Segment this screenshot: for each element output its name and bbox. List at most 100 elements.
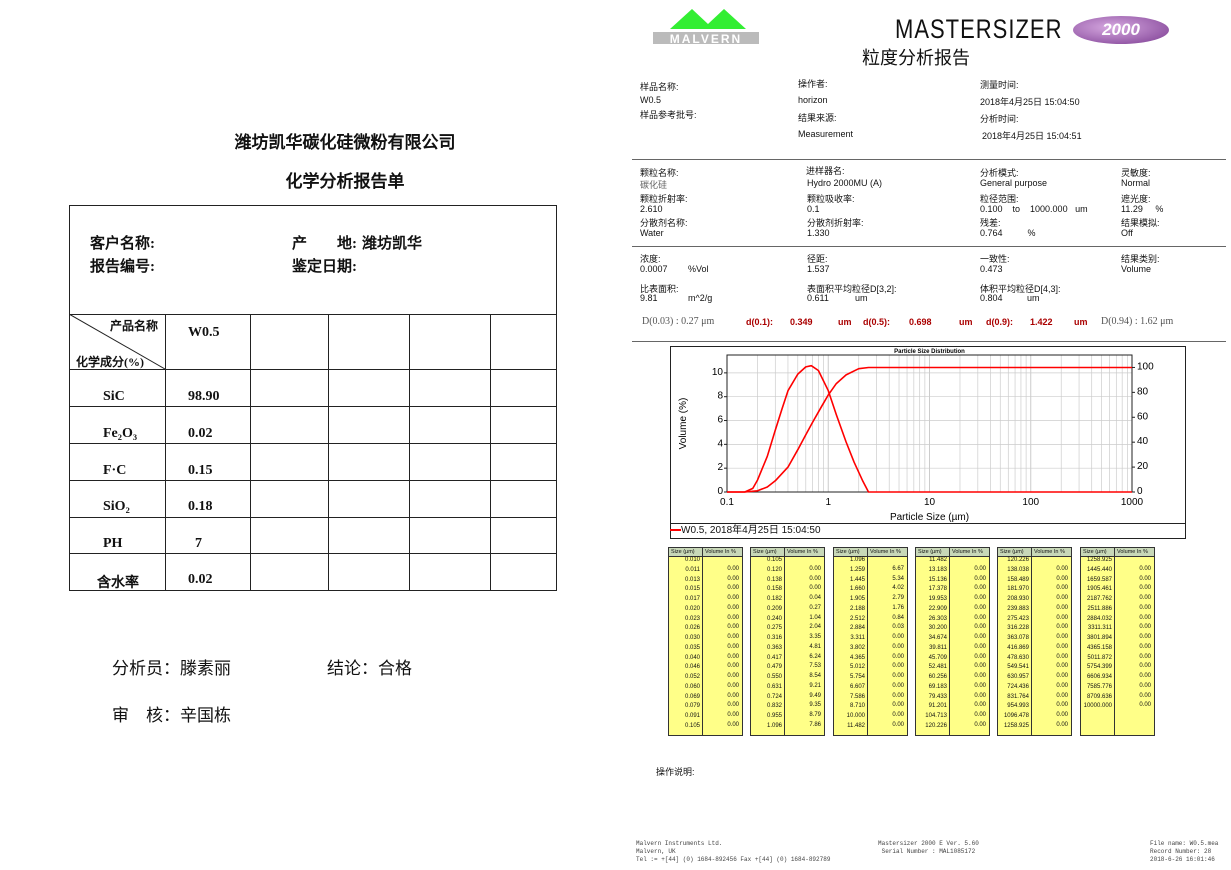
volume-cell: 8.79 bbox=[809, 712, 821, 719]
volume-cell: 5.34 bbox=[892, 575, 904, 582]
size-cell: 1445.440 bbox=[1086, 566, 1112, 573]
size-cell: 0.240 bbox=[766, 615, 782, 622]
measure-time-label: 测量时间: bbox=[980, 80, 1019, 90]
footer-right-line: Record Number: 28 bbox=[1150, 848, 1212, 855]
size-cell: 0.079 bbox=[684, 703, 700, 710]
size-cell: 0.105 bbox=[684, 722, 700, 729]
volume-cell: 0.00 bbox=[727, 682, 739, 689]
size-cell: 5754.399 bbox=[1086, 664, 1112, 671]
range: 0.100 to 1000.000 um bbox=[980, 204, 1088, 214]
residual: 0.764 % bbox=[980, 228, 1036, 238]
volume-cell: 0.00 bbox=[892, 673, 904, 680]
size-cell: 181.970 bbox=[1007, 586, 1029, 593]
result-units: Volume bbox=[1121, 264, 1152, 274]
row-name-fe2o3: Fe₂O₃ bbox=[103, 426, 138, 441]
size-header: Size (µm) bbox=[1000, 549, 1024, 555]
chart-legend: W0.5, 2018年4月25日 15:04:50 bbox=[670, 524, 870, 538]
size-cell: 416.869 bbox=[1007, 644, 1029, 651]
volume-header: Volume In % bbox=[705, 549, 736, 555]
volume-header: Volume In % bbox=[870, 549, 901, 555]
size-cell: 11.482 bbox=[929, 557, 947, 563]
footer-left-line: Malvern Instruments Ltd. bbox=[636, 840, 723, 847]
volume-cell: 0.00 bbox=[1139, 565, 1151, 572]
d43-unit: um bbox=[1027, 293, 1040, 303]
volume-cell: 0.00 bbox=[974, 575, 986, 582]
volume-cell: 0.00 bbox=[974, 565, 986, 572]
volume-cell: 0.00 bbox=[1056, 682, 1068, 689]
size-table: Size (µm) Volume In % 1258.925 1445.440 1659… bbox=[1080, 547, 1155, 736]
volume-cell: 0.00 bbox=[974, 614, 986, 621]
size-table: Size (µm) Volume In % 0.010 0.011 0.013 0.015… bbox=[668, 547, 743, 736]
volume-cell: 0.00 bbox=[892, 643, 904, 650]
size-cell: 69.183 bbox=[928, 683, 947, 690]
size-cell: 1.905 bbox=[849, 596, 865, 602]
size-cell: 3801.894 bbox=[1086, 635, 1112, 641]
volume-header: Volume In % bbox=[787, 549, 818, 555]
mastersizer-brand: MASTERSIZER bbox=[895, 14, 1063, 44]
volume-cell: 3.35 bbox=[809, 634, 821, 641]
mode: General purpose bbox=[980, 178, 1048, 188]
x-tick-label: 10 bbox=[924, 497, 936, 508]
size-cell: 3.311 bbox=[850, 635, 865, 641]
volume-cell: 0.00 bbox=[1139, 595, 1151, 602]
size-cell: 45.709 bbox=[928, 654, 947, 661]
concentration: 0.0007 bbox=[640, 264, 668, 274]
size-cell: 138.038 bbox=[1007, 566, 1029, 573]
volume-cell: 0.00 bbox=[892, 653, 904, 660]
row-value-fc: 0.15 bbox=[188, 463, 213, 478]
volume-cell: 0.00 bbox=[1139, 575, 1151, 582]
volume-cell: 0.00 bbox=[727, 702, 739, 709]
svg-text:MALVERN: MALVERN bbox=[670, 32, 742, 44]
y-tick-label: 6 bbox=[717, 415, 723, 426]
size-cell: 0.417 bbox=[766, 654, 782, 661]
dispersant: Water bbox=[640, 228, 664, 238]
size-cell: 19.953 bbox=[928, 596, 947, 602]
volume-cell: 0.00 bbox=[974, 653, 986, 660]
size-cell: 7585.776 bbox=[1086, 683, 1112, 690]
date-label: 鉴定日期: bbox=[292, 259, 357, 275]
x-tick-label: 1000 bbox=[1121, 497, 1144, 508]
size-cell: 0.030 bbox=[684, 635, 700, 641]
absorption: 0.1 bbox=[807, 204, 820, 214]
volume-cell: 0.00 bbox=[892, 702, 904, 709]
size-cell: 3311.311 bbox=[1087, 625, 1112, 632]
volume-cell: 0.00 bbox=[1139, 634, 1151, 641]
y-tick-label: 2 bbox=[717, 462, 723, 473]
dispersant-ri-label: 分散剂折射率: bbox=[807, 218, 864, 228]
row-name-sic: SiC bbox=[103, 389, 125, 404]
volume-header: Volume In % bbox=[952, 549, 983, 555]
size-cell: 91.201 bbox=[928, 703, 947, 710]
size-cell: 724.436 bbox=[1007, 683, 1029, 690]
source: Measurement bbox=[798, 129, 854, 139]
size-header: Size (µm) bbox=[671, 549, 695, 555]
range-label: 粒径范围: bbox=[980, 194, 1019, 204]
volume-cell: 0.00 bbox=[974, 585, 986, 592]
sample-name: W0.5 bbox=[640, 95, 662, 105]
footer-file: File name: W0.5.mea Record Number: 28 20… bbox=[1150, 840, 1218, 864]
size-cell: 22.909 bbox=[928, 605, 947, 612]
y2-tick-label: 0 bbox=[1137, 486, 1143, 497]
dispersant-ri: 1.330 bbox=[807, 228, 830, 238]
cumulative-curve bbox=[727, 366, 1132, 493]
obscuration: 11.29 % bbox=[1121, 204, 1164, 214]
y-tick-label: 10 bbox=[712, 367, 724, 378]
concentration-unit: %Vol bbox=[688, 264, 709, 274]
volume-cell: 2.79 bbox=[892, 595, 904, 602]
size-cell: 0.138 bbox=[766, 576, 782, 583]
operator: horizon bbox=[798, 95, 828, 105]
volume-cell: 0.00 bbox=[809, 565, 821, 572]
volume-cell: 0.00 bbox=[974, 692, 986, 699]
volume-cell: 0.00 bbox=[727, 663, 739, 670]
size-cell: 1.259 bbox=[849, 566, 865, 573]
volume-cell: 0.00 bbox=[974, 643, 986, 650]
size-header: Size (µm) bbox=[1083, 549, 1107, 555]
volume-cell: 0.00 bbox=[1139, 585, 1151, 592]
volume-cell: 0.00 bbox=[1056, 614, 1068, 621]
d05-label: d(0.5): bbox=[863, 317, 890, 327]
size-cell: 5011.872 bbox=[1087, 654, 1112, 661]
volume-cell: 0.00 bbox=[1056, 692, 1068, 699]
size-cell: 30.200 bbox=[928, 625, 947, 632]
d003: D(0.03) : 0.27 μm bbox=[642, 316, 715, 327]
customer-label: 客户名称: bbox=[90, 236, 155, 252]
ssa-unit: m^2/g bbox=[688, 293, 713, 303]
